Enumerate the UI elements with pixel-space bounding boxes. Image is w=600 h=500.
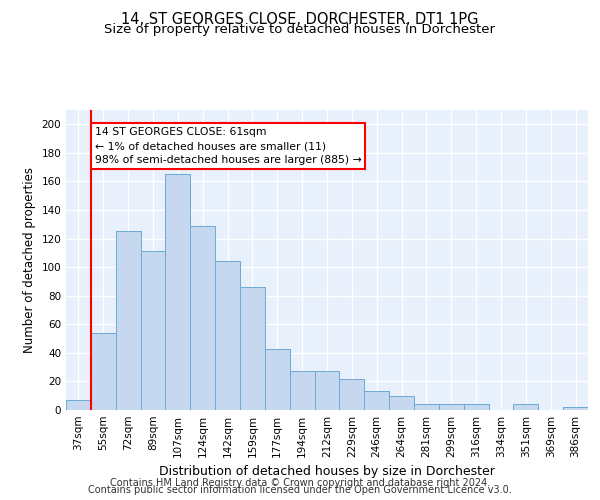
Bar <box>364 392 389 410</box>
Bar <box>240 287 265 410</box>
Bar <box>439 404 464 410</box>
Bar <box>290 372 314 410</box>
Bar <box>91 333 116 410</box>
Text: Contains HM Land Registry data © Crown copyright and database right 2024.: Contains HM Land Registry data © Crown c… <box>110 478 490 488</box>
Bar <box>215 262 240 410</box>
Bar <box>464 404 488 410</box>
Bar <box>190 226 215 410</box>
Text: Size of property relative to detached houses in Dorchester: Size of property relative to detached ho… <box>104 22 496 36</box>
Y-axis label: Number of detached properties: Number of detached properties <box>23 167 36 353</box>
Bar <box>314 372 340 410</box>
Text: 14, ST GEORGES CLOSE, DORCHESTER, DT1 1PG: 14, ST GEORGES CLOSE, DORCHESTER, DT1 1P… <box>121 12 479 28</box>
Bar <box>514 404 538 410</box>
Bar <box>414 404 439 410</box>
Bar <box>265 348 290 410</box>
Bar <box>66 400 91 410</box>
Bar <box>389 396 414 410</box>
X-axis label: Distribution of detached houses by size in Dorchester: Distribution of detached houses by size … <box>159 466 495 478</box>
Text: 14 ST GEORGES CLOSE: 61sqm
← 1% of detached houses are smaller (11)
98% of semi-: 14 ST GEORGES CLOSE: 61sqm ← 1% of detac… <box>95 127 361 165</box>
Bar <box>116 232 140 410</box>
Bar <box>563 407 588 410</box>
Text: Contains public sector information licensed under the Open Government Licence v3: Contains public sector information licen… <box>88 485 512 495</box>
Bar <box>140 252 166 410</box>
Bar <box>166 174 190 410</box>
Bar <box>340 378 364 410</box>
